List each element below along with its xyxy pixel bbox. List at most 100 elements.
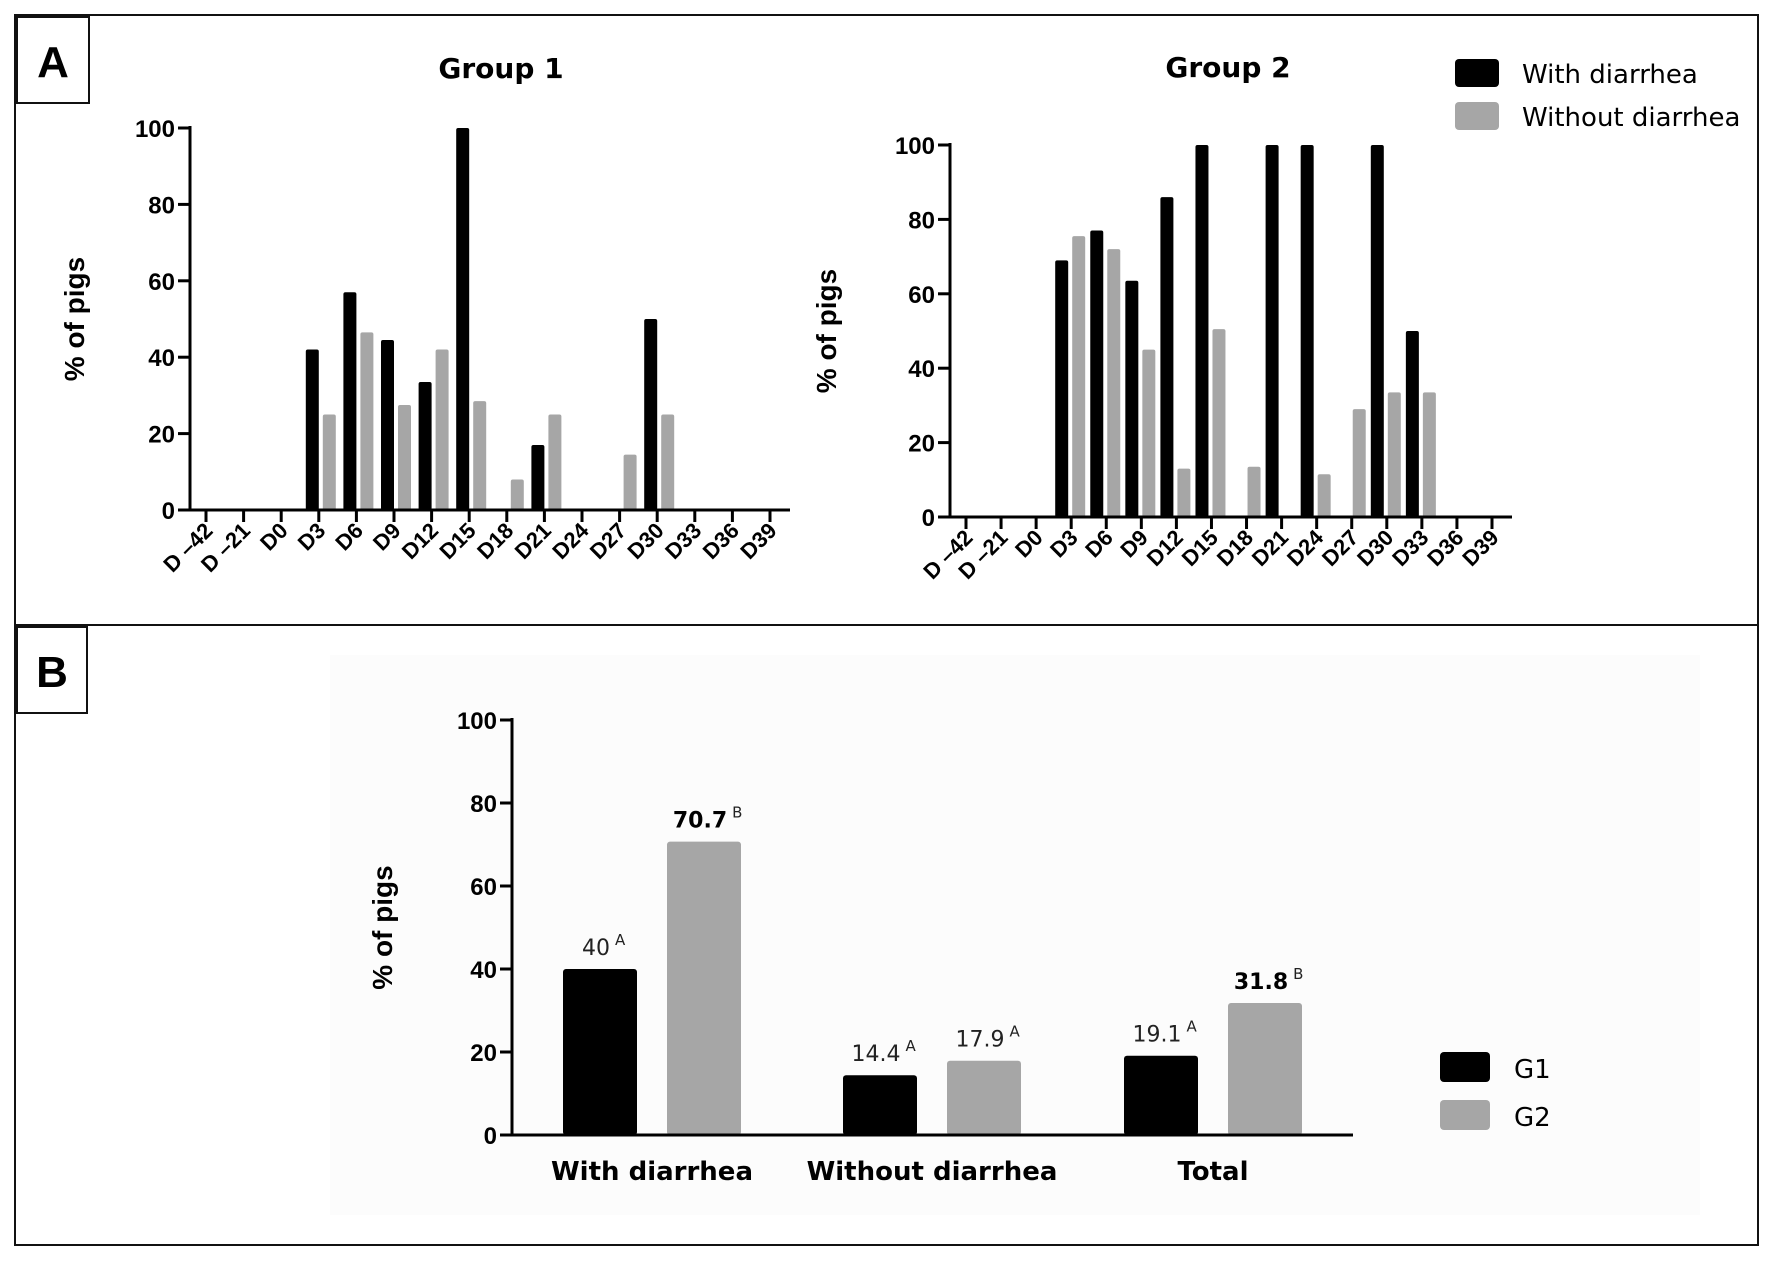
group2-title: Group 2	[1165, 51, 1290, 84]
group1-xtick-label-d15: D15	[435, 518, 481, 564]
group2-bar-with-diarrhea-d33	[1405, 331, 1419, 517]
group1-bar-with-diarrhea-d9	[381, 340, 394, 510]
group1-xtick-label-d3: D3	[293, 518, 331, 556]
summary-bar-g2-without-diarrhea	[947, 1060, 1021, 1135]
summary-sig-letter-g2-without-diarrhea: A	[1009, 1023, 1020, 1041]
summary-ylabel: % of pigs	[367, 865, 398, 989]
group2-bar-with-diarrhea-d30	[1370, 145, 1384, 517]
summary-ytick-label-40: 40	[470, 957, 497, 984]
group1-xtick-label-d39: D39	[735, 518, 781, 564]
group1-xtick-label-d33: D33	[660, 518, 706, 564]
group2-bar-without-diarrhea-d24	[1317, 474, 1331, 517]
legend-b-label-g2: G2	[1514, 1103, 1551, 1133]
group2-bar-without-diarrhea-d27	[1352, 409, 1366, 517]
group1-ytick-label-0: 0	[162, 498, 175, 525]
group2-bar-with-diarrhea-d6	[1090, 230, 1104, 517]
summary-value-label-g1-with-diarrhea: 40	[582, 936, 610, 961]
panel-b-label: B	[36, 648, 68, 697]
legend-a-swatch-with-diarrhea	[1455, 59, 1499, 87]
summary-sig-letter-g1-with-diarrhea: A	[615, 931, 626, 949]
summary-value-label-g1-without-diarrhea: 14.4	[852, 1042, 901, 1067]
group1-xtick-label-d12: D12	[397, 518, 443, 564]
group2-bar-with-diarrhea-d12	[1160, 197, 1174, 517]
summary-sig-letter-g2-with-diarrhea: B	[732, 804, 742, 822]
group1-xtick-label-d36: D36	[698, 518, 744, 564]
group1-bar-without-diarrhea-d21	[548, 414, 562, 510]
group2-xtick-label-d6: D6	[1080, 525, 1118, 563]
summary-category-label-total: Total	[1177, 1157, 1248, 1187]
group2-bar-with-diarrhea-d21	[1265, 145, 1279, 517]
summary-value-label-g2-without-diarrhea: 17.9	[956, 1028, 1005, 1053]
summary-ytick-label-100: 100	[457, 708, 497, 735]
group1-xtick-label-d0: D0	[255, 518, 293, 556]
group1-ytick-label-100: 100	[135, 116, 175, 143]
group2-bar-without-diarrhea-d30	[1387, 392, 1401, 517]
legend-b-swatch-g1	[1440, 1052, 1490, 1082]
group1-bar-with-diarrhea-d21	[531, 445, 545, 510]
group1-ytick-label-80: 80	[148, 192, 175, 219]
group1-xtick-label-d24: D24	[547, 517, 594, 564]
group2-ytick-label-100: 100	[895, 133, 935, 160]
summary-value-label-g2-total: 31.8	[1234, 970, 1288, 995]
legend-b-label-g1: G1	[1514, 1055, 1551, 1085]
summary-ytick-label-80: 80	[470, 791, 497, 818]
group1-bar-with-diarrhea-d30	[644, 319, 658, 510]
summary-value-label-g1-total: 19.1	[1133, 1023, 1182, 1048]
summary-sig-letter-g2-total: B	[1293, 965, 1303, 983]
summary-sig-letter-g1-without-diarrhea: A	[905, 1037, 916, 1055]
group1-bar-with-diarrhea-d6	[343, 292, 357, 510]
legend-b: G1 G2	[1440, 1052, 1551, 1133]
panel-b-frame	[14, 624, 1759, 1246]
group1-ytick-label-60: 60	[148, 269, 175, 296]
group1-bar-without-diarrhea-d9	[398, 404, 411, 510]
group2-bar-with-diarrhea-d24	[1300, 145, 1314, 517]
group2-bar-without-diarrhea-d15	[1212, 329, 1226, 517]
summary-ytick-label-60: 60	[470, 874, 497, 901]
group1-bar-with-diarrhea-d3	[305, 349, 319, 510]
group1-title: Group 1	[438, 52, 563, 85]
group1-bar-with-diarrhea-d15	[456, 128, 470, 510]
group2-bar-without-diarrhea-d3	[1072, 236, 1086, 517]
group1-xtick-label-d18: D18	[472, 518, 518, 564]
group2-bar-without-diarrhea-d6	[1107, 249, 1121, 517]
group2-ytick-label-80: 80	[908, 207, 935, 234]
summary-category-label-with-diarrhea: With diarrhea	[551, 1157, 753, 1187]
summary-ytick-label-0: 0	[484, 1123, 497, 1150]
group2-bar-without-diarrhea-d9	[1142, 349, 1156, 517]
group2-bar-without-diarrhea-d33	[1422, 392, 1436, 517]
group1-bar-without-diarrhea-d27	[623, 454, 637, 510]
group2-ytick-label-40: 40	[908, 356, 935, 383]
legend-a-label-without-diarrhea: Without diarrhea	[1522, 103, 1740, 133]
group1-xtick-label-d21: D21	[510, 518, 556, 564]
group2-bar-with-diarrhea-d15	[1195, 145, 1209, 517]
group1-xtick-label-d6: D6	[330, 518, 368, 556]
panel-a-label-box	[16, 16, 90, 104]
group2-bar-without-diarrhea-d12	[1177, 468, 1191, 517]
legend-a-label-with-diarrhea: With diarrhea	[1522, 60, 1698, 90]
group2-ytick-label-60: 60	[908, 282, 935, 309]
legend-b-swatch-g2	[1440, 1100, 1490, 1130]
group1-bar-without-diarrhea-d3	[322, 414, 336, 510]
group1-ytick-label-20: 20	[148, 422, 175, 449]
summary-value-label-g2-with-diarrhea: 70.7	[673, 809, 727, 834]
group1-bar-without-diarrhea-d12	[435, 349, 449, 510]
summary-ytick-label-20: 20	[470, 1040, 497, 1067]
group2-xtick-label-d3: D3	[1045, 525, 1083, 563]
summary-bar-g1-total	[1124, 1055, 1198, 1135]
group2-bar-with-diarrhea-d9	[1125, 280, 1139, 517]
group2-xtick-label-d39: D39	[1457, 525, 1503, 571]
summary-bar-g1-with-diarrhea	[563, 969, 637, 1135]
panel-a-label: A	[37, 38, 69, 87]
group2-ytick-label-20: 20	[908, 431, 935, 458]
group2-bar-with-diarrhea-d3	[1055, 260, 1069, 517]
group1-bar-without-diarrhea-d30	[661, 414, 675, 510]
summary-bar-g2-total	[1228, 1003, 1302, 1135]
summary-bar-g1-without-diarrhea	[843, 1075, 917, 1135]
group1-ylabel: % of pigs	[59, 257, 90, 381]
panel-b-label-box	[16, 626, 88, 714]
group1-xtick-label-d30: D30	[623, 518, 669, 564]
group2-ytick-label-0: 0	[922, 505, 935, 532]
legend-a: With diarrhea Without diarrhea	[1455, 59, 1740, 133]
